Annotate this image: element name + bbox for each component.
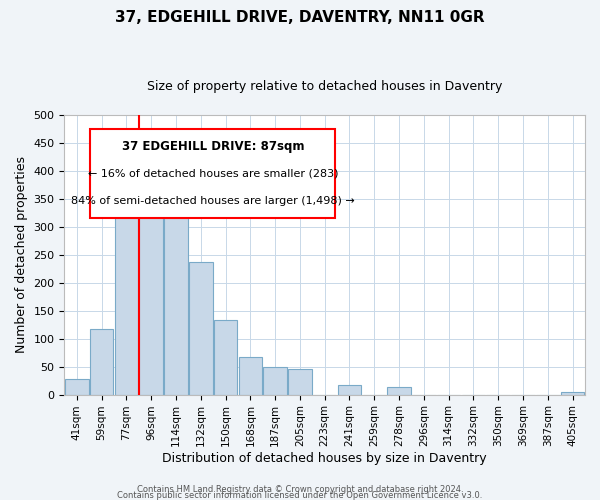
Bar xyxy=(338,384,361,394)
FancyBboxPatch shape xyxy=(91,129,335,218)
Bar xyxy=(164,185,188,394)
Text: Contains public sector information licensed under the Open Government Licence v3: Contains public sector information licen… xyxy=(118,490,482,500)
Bar xyxy=(90,329,113,394)
Text: 84% of semi-detached houses are larger (1,498) →: 84% of semi-detached houses are larger (… xyxy=(71,196,355,206)
Bar xyxy=(561,392,584,394)
Bar xyxy=(189,262,212,394)
Bar xyxy=(65,380,89,394)
Title: Size of property relative to detached houses in Daventry: Size of property relative to detached ho… xyxy=(147,80,502,93)
Bar xyxy=(239,356,262,395)
Bar xyxy=(115,210,138,394)
Text: Contains HM Land Registry data © Crown copyright and database right 2024.: Contains HM Land Registry data © Crown c… xyxy=(137,484,463,494)
Y-axis label: Number of detached properties: Number of detached properties xyxy=(15,156,28,354)
Bar xyxy=(387,388,411,394)
Bar xyxy=(263,366,287,394)
Text: 37, EDGEHILL DRIVE, DAVENTRY, NN11 0GR: 37, EDGEHILL DRIVE, DAVENTRY, NN11 0GR xyxy=(115,10,485,25)
Bar xyxy=(214,320,238,394)
Bar xyxy=(139,180,163,394)
Text: ← 16% of detached houses are smaller (283): ← 16% of detached houses are smaller (28… xyxy=(88,168,338,178)
X-axis label: Distribution of detached houses by size in Daventry: Distribution of detached houses by size … xyxy=(163,452,487,465)
Bar xyxy=(288,369,311,394)
Text: 37 EDGEHILL DRIVE: 87sqm: 37 EDGEHILL DRIVE: 87sqm xyxy=(122,140,304,153)
